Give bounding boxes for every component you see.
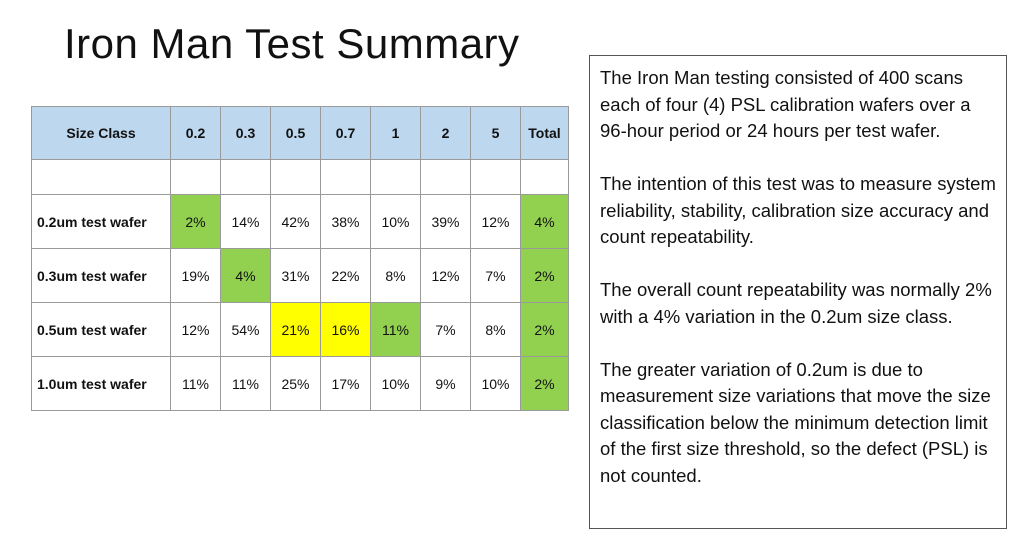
description-paragraph: The Iron Man testing consisted of 400 sc…: [600, 67, 971, 141]
page-title: Iron Man Test Summary: [64, 20, 520, 67]
header-0-3: 0.3: [220, 106, 271, 160]
total-cell: 4%: [520, 194, 569, 249]
table-cell: 21%: [270, 302, 321, 357]
table-cell: 19%: [170, 248, 221, 303]
table-cell: 11%: [370, 302, 421, 357]
table-cell: 39%: [420, 194, 471, 249]
header-5: 5: [470, 106, 521, 160]
empty-cell: [170, 159, 221, 195]
table-cell: 10%: [370, 194, 421, 249]
table-cell: 10%: [370, 356, 421, 411]
table-cell: 7%: [420, 302, 471, 357]
table-cell: 2%: [170, 194, 221, 249]
table-cell: 31%: [270, 248, 321, 303]
table-cell: 12%: [170, 302, 221, 357]
empty-cell: [220, 159, 271, 195]
table-cell: 25%: [270, 356, 321, 411]
table-header-row: Size Class 0.2 0.3 0.5 0.7 1 2 5 Total: [31, 106, 569, 160]
empty-cell: [31, 159, 171, 195]
header-size-class: Size Class: [31, 106, 171, 160]
table-row: 0.3um test wafer 19% 4% 31% 22% 8% 12% 7% 2%: [31, 248, 569, 303]
description-paragraph: The overall count repeatability was norm…: [600, 279, 992, 327]
table-row: 0.2um test wafer 2% 14% 42% 38% 10% 39% 12% 4%: [31, 194, 569, 249]
row-label: 1.0um test wafer: [31, 356, 171, 411]
table-row: 1.0um test wafer 11% 11% 25% 17% 10% 9% 10% 2%: [31, 356, 569, 411]
empty-cell: [270, 159, 321, 195]
empty-cell: [320, 159, 371, 195]
table-cell: 38%: [320, 194, 371, 249]
summary-table: Size Class 0.2 0.3 0.5 0.7 1 2 5 Total 0…: [31, 106, 569, 411]
table-cell: 8%: [470, 302, 521, 357]
total-cell: 2%: [520, 356, 569, 411]
header-1: 1: [370, 106, 421, 160]
table-cell: 16%: [320, 302, 371, 357]
header-total: Total: [520, 106, 569, 160]
total-cell: 2%: [520, 302, 569, 357]
table-cell: 7%: [470, 248, 521, 303]
empty-cell: [470, 159, 521, 195]
header-0-7: 0.7: [320, 106, 371, 160]
row-label: 0.5um test wafer: [31, 302, 171, 357]
table-cell: 12%: [470, 194, 521, 249]
header-0-5: 0.5: [270, 106, 321, 160]
table-cell: 11%: [220, 356, 271, 411]
table-cell: 22%: [320, 248, 371, 303]
table-cell: 10%: [470, 356, 521, 411]
empty-cell: [520, 159, 569, 195]
description-paragraph: The intention of this test was to measur…: [600, 173, 996, 247]
table-cell: 17%: [320, 356, 371, 411]
table-row: 0.5um test wafer 12% 54% 21% 16% 11% 7% 8% 2%: [31, 302, 569, 357]
description-paragraph: The greater variation of 0.2um is due to…: [600, 358, 991, 486]
total-cell: 2%: [520, 248, 569, 303]
table-cell: 8%: [370, 248, 421, 303]
table-cell: 9%: [420, 356, 471, 411]
header-2: 2: [420, 106, 471, 160]
empty-cell: [370, 159, 421, 195]
row-label: 0.3um test wafer: [31, 248, 171, 303]
table-cell: 11%: [170, 356, 221, 411]
table-cell: 54%: [220, 302, 271, 357]
table-cell: 42%: [270, 194, 321, 249]
description-textbox: The Iron Man testing consisted of 400 sc…: [589, 55, 1007, 529]
empty-cell: [420, 159, 471, 195]
row-label: 0.2um test wafer: [31, 194, 171, 249]
table-cell: 12%: [420, 248, 471, 303]
table-cell: 4%: [220, 248, 271, 303]
table-cell: 14%: [220, 194, 271, 249]
header-0-2: 0.2: [170, 106, 221, 160]
empty-row: [31, 159, 569, 195]
